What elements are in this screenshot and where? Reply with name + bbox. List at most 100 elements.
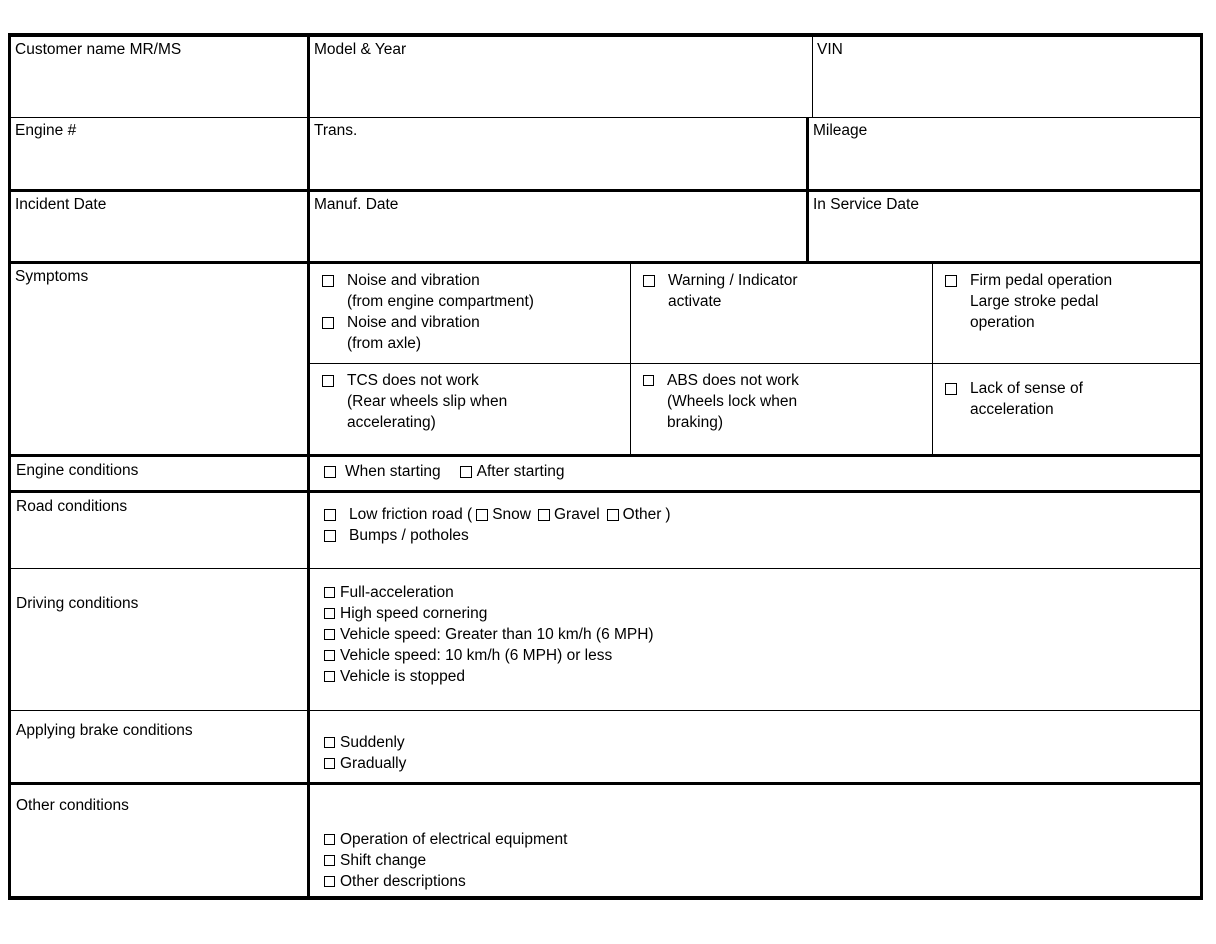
field-label: In Service Date — [813, 196, 919, 213]
checkbox-icon[interactable] — [324, 466, 336, 478]
checkbox-icon[interactable] — [945, 275, 957, 287]
field-label: Model & Year — [314, 41, 407, 58]
checkbox-row[interactable]: Noise and vibration (from engine compart… — [322, 270, 630, 312]
checkbox-icon-gravel[interactable] — [537, 509, 550, 521]
other-conditions-options: Operation of electrical equipment Shift … — [307, 785, 1200, 898]
checkbox-icon[interactable] — [324, 530, 336, 542]
checkbox-icon[interactable] — [945, 383, 957, 395]
checkbox-label: Shift change — [340, 852, 427, 869]
checkbox-label: Bumps / potholes — [349, 527, 469, 544]
checkbox-label: Other descriptions — [340, 873, 466, 890]
checkbox-row[interactable]: Full-acceleration — [324, 582, 1200, 603]
other-conditions-label-cell: Other conditions — [11, 785, 307, 898]
checkbox-icon[interactable] — [643, 275, 655, 287]
section-label: Applying brake conditions — [16, 722, 193, 739]
field-incident-date[interactable]: Incident Date — [11, 192, 307, 261]
checkbox-row[interactable]: Other descriptions — [324, 871, 1200, 892]
field-label: Trans. — [314, 122, 358, 139]
checkbox-label: Noise and vibration (from engine compart… — [347, 272, 534, 310]
checkbox-label: Lack of sense of acceleration — [970, 380, 1083, 418]
checkbox-icon[interactable] — [324, 671, 335, 682]
checkbox-label: Vehicle speed: Greater than 10 km/h (6 M… — [340, 626, 654, 643]
brake-conditions-options: Suddenly Gradually — [307, 711, 1200, 782]
checkbox-icon[interactable] — [324, 855, 335, 866]
checkbox-row[interactable]: Firm pedal operation Large stroke pedal … — [945, 270, 1200, 333]
field-model-year[interactable]: Model & Year — [307, 37, 812, 117]
field-trans[interactable]: Trans. — [307, 118, 806, 189]
checkbox-row-bumps[interactable]: Bumps / potholes — [324, 525, 1200, 546]
checkbox-row[interactable]: Warning / Indicator activate — [643, 270, 932, 312]
checkbox-label: ABS does not work (Wheels lock when brak… — [667, 372, 799, 431]
checkbox-row[interactable]: ABS does not work (Wheels lock when brak… — [643, 370, 932, 433]
checkbox-icon[interactable] — [324, 758, 335, 769]
checkbox-row[interactable]: Gradually — [324, 753, 1200, 774]
checkbox-icon-other[interactable] — [606, 509, 619, 521]
section-label: Road conditions — [16, 498, 128, 515]
checkbox-label-snow: Snow — [492, 506, 531, 523]
checkbox-row-low-friction[interactable]: Low friction road ( Snow Gravel Other ) — [324, 504, 1200, 525]
checkbox-label: Full-acceleration — [340, 584, 454, 601]
engine-conditions-section: Engine conditions When starting After st… — [11, 457, 1200, 493]
checkbox-icon[interactable] — [324, 834, 335, 845]
field-label: Customer name MR/MS — [15, 41, 182, 58]
checkbox-label: Suddenly — [340, 734, 405, 751]
checkbox-row[interactable]: Vehicle is stopped — [324, 666, 1200, 687]
header-row-3: Incident Date Manuf. Date In Service Dat… — [11, 192, 1200, 264]
checkbox-icon[interactable] — [322, 375, 334, 387]
field-customer-name[interactable]: Customer name MR/MS — [11, 37, 307, 117]
driving-conditions-section: Driving conditions Full-acceleration Hig… — [11, 569, 1200, 711]
checkbox-label: Firm pedal operation Large stroke pedal … — [970, 272, 1113, 331]
checkbox-label: When starting — [345, 463, 441, 480]
checkbox-icon[interactable] — [322, 275, 334, 287]
field-label: Incident Date — [15, 196, 107, 213]
checkbox-row[interactable]: Shift change — [324, 850, 1200, 871]
checkbox-icon[interactable] — [324, 650, 335, 661]
engine-conditions-options: When starting After starting — [307, 457, 1200, 490]
checkbox-label: Warning / Indicator activate — [668, 272, 798, 310]
brake-conditions-label-cell: Applying brake conditions — [11, 711, 307, 782]
checkbox-row[interactable]: Vehicle speed: 10 km/h (6 MPH) or less — [324, 645, 1200, 666]
symptom-cell-warning: Warning / Indicator activate — [630, 264, 932, 363]
field-in-service-date[interactable]: In Service Date — [806, 192, 1200, 261]
field-mileage[interactable]: Mileage — [806, 118, 1200, 189]
checkbox-group: When starting After starting — [324, 461, 1200, 482]
brake-conditions-section: Applying brake conditions Suddenly Gradu… — [11, 711, 1200, 785]
checkbox-row[interactable]: TCS does not work (Rear wheels slip when… — [322, 370, 630, 433]
checkbox-icon[interactable] — [643, 375, 654, 386]
checkbox-icon[interactable] — [324, 876, 335, 887]
symptom-cell-acceleration: Lack of sense of acceleration — [932, 364, 1200, 454]
checkbox-icon[interactable] — [324, 629, 335, 640]
checkbox-row[interactable]: Suddenly — [324, 732, 1200, 753]
checkbox-row[interactable]: Operation of electrical equipment — [324, 829, 1200, 850]
checkbox-group: Noise and vibration (from engine compart… — [322, 270, 630, 354]
checkbox-icon[interactable] — [324, 509, 336, 521]
checkbox-icon-snow[interactable] — [476, 509, 489, 521]
checkbox-label: High speed cornering — [340, 605, 488, 622]
checkbox-icon[interactable] — [459, 466, 472, 478]
checkbox-icon[interactable] — [324, 587, 335, 598]
field-engine-number[interactable]: Engine # — [11, 118, 307, 189]
field-vin[interactable]: VIN — [812, 37, 1200, 117]
road-conditions-options: Low friction road ( Snow Gravel Other ) … — [307, 493, 1200, 568]
paren-close: ) — [665, 506, 671, 523]
header-row-1: Customer name MR/MS Model & Year VIN — [11, 37, 1200, 118]
checkbox-row[interactable]: High speed cornering — [324, 603, 1200, 624]
checkbox-icon[interactable] — [324, 737, 335, 748]
driving-conditions-options: Full-acceleration High speed cornering V… — [307, 569, 1200, 710]
checkbox-row[interactable]: Lack of sense of acceleration — [945, 378, 1200, 420]
engine-conditions-label-cell: Engine conditions — [11, 457, 307, 490]
checkbox-icon[interactable] — [324, 608, 335, 619]
diagnostic-questionnaire-form: Customer name MR/MS Model & Year VIN Eng… — [8, 33, 1203, 900]
checkbox-icon[interactable] — [322, 317, 334, 329]
checkbox-label: Vehicle is stopped — [340, 668, 465, 685]
section-label: Symptoms — [15, 268, 89, 285]
checkbox-label: Noise and vibration (from axle) — [347, 314, 480, 352]
field-label: Engine # — [15, 122, 77, 139]
field-manuf-date[interactable]: Manuf. Date — [307, 192, 806, 261]
field-label: Mileage — [813, 122, 868, 139]
section-label: Other conditions — [16, 797, 129, 814]
checkbox-label: Low friction road ( — [349, 506, 473, 523]
checkbox-row[interactable]: Vehicle speed: Greater than 10 km/h (6 M… — [324, 624, 1200, 645]
road-conditions-label-cell: Road conditions — [11, 493, 307, 568]
checkbox-row[interactable]: Noise and vibration (from axle) — [322, 312, 630, 354]
